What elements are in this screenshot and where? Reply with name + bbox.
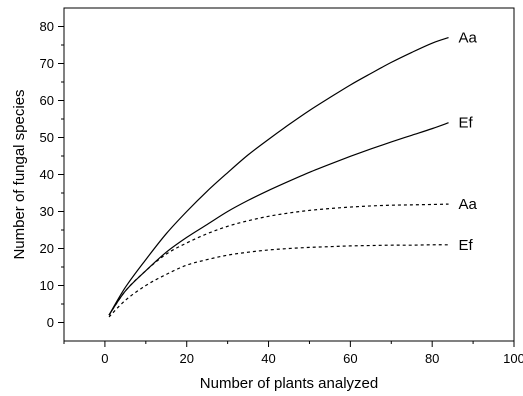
plot-frame [63, 7, 515, 342]
labels: Aa Ef Aa Ef [459, 30, 478, 254]
y-tick-label: 60 [40, 93, 54, 108]
x-tick-label: 100 [503, 351, 523, 366]
y-tick-label: 80 [40, 19, 54, 34]
x-tick-label: 40 [261, 351, 275, 366]
y-tick-label: 30 [40, 204, 54, 219]
y-axis-title: Number of fungal species [11, 89, 28, 259]
series-label-ef-solid: Ef [459, 115, 474, 132]
y-tick-label: 20 [40, 241, 54, 256]
x-tick-label: 60 [343, 351, 357, 366]
y-tick-label: 70 [40, 56, 54, 71]
x-tick-label: 20 [179, 351, 193, 366]
series-label-ef-dotted: Ef [459, 237, 474, 254]
y-tick-label: 0 [47, 315, 54, 330]
y-tick-label: 40 [40, 167, 54, 182]
y-tick-label: 10 [40, 278, 54, 293]
series-line-ef-solid [108, 122, 449, 316]
series-line-ef-dotted [108, 244, 449, 318]
series-label-aa-dotted: Aa [459, 196, 478, 213]
y-tick-label: 50 [40, 130, 54, 145]
x-axis-title: Number of plants analyzed [200, 375, 378, 392]
x-tick-label: 0 [101, 351, 108, 366]
axes: 0 20 40 60 80 100 0 10 20 30 40 50 60 70 80 [40, 7, 523, 366]
curves [108, 37, 449, 318]
series-label-aa-solid: Aa [459, 30, 478, 47]
series-line-aa-solid [108, 37, 449, 316]
x-tick-label: 80 [425, 351, 439, 366]
series-line-aa-dotted [108, 203, 449, 316]
